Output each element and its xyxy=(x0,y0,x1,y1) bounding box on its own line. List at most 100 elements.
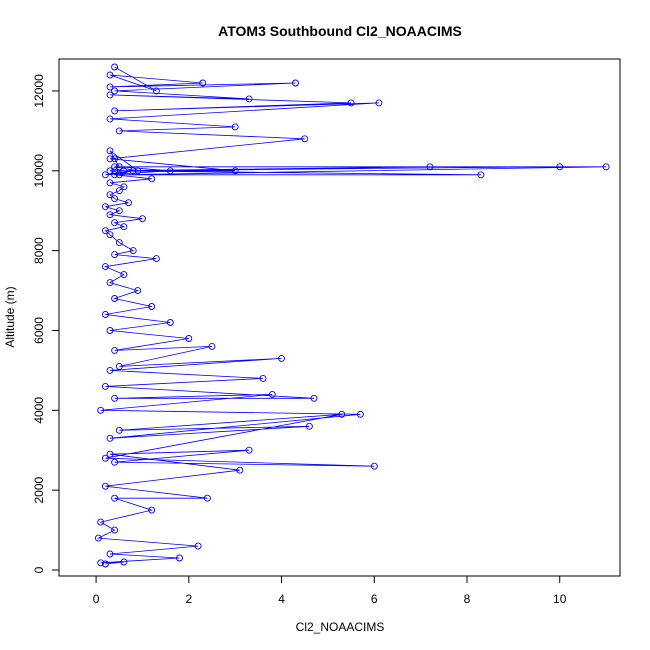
data-point xyxy=(111,394,119,402)
data-point xyxy=(120,558,128,566)
x-tick-label: 10 xyxy=(553,592,567,606)
data-point xyxy=(106,83,114,91)
data-point xyxy=(111,171,119,179)
y-tick-label: 0 xyxy=(32,566,46,573)
data-point xyxy=(148,506,156,514)
data-point xyxy=(120,167,128,175)
data-point xyxy=(106,91,114,99)
y-axis-label: Altitude (m) xyxy=(3,286,17,347)
data-point xyxy=(101,454,109,462)
data-point xyxy=(97,559,105,567)
data-point xyxy=(111,155,119,163)
data-point xyxy=(245,446,253,454)
data-point xyxy=(375,99,383,107)
data-point xyxy=(106,71,114,79)
data-point xyxy=(292,79,299,87)
data-point xyxy=(106,167,114,175)
data-point xyxy=(236,466,244,474)
data-point xyxy=(111,346,119,354)
data-point xyxy=(115,362,123,370)
data-point xyxy=(101,263,109,271)
data-point xyxy=(101,482,109,490)
y-tick-label: 8000 xyxy=(32,237,46,264)
data-point xyxy=(120,271,128,279)
data-point xyxy=(106,155,114,163)
data-point xyxy=(338,410,346,418)
data-point xyxy=(106,450,114,458)
data-point xyxy=(231,123,239,131)
data-point xyxy=(120,223,128,231)
data-point xyxy=(101,382,109,390)
data-point xyxy=(111,107,119,115)
data-point xyxy=(97,406,105,414)
data-point xyxy=(148,175,156,183)
data-point xyxy=(115,426,123,434)
data-point xyxy=(106,327,114,334)
x-axis-label: Cl2_NOAACIMS xyxy=(296,620,385,634)
data-point xyxy=(101,560,109,568)
data-point xyxy=(115,127,123,135)
data-point xyxy=(106,211,114,219)
data-point xyxy=(370,462,378,470)
data-point xyxy=(477,171,485,179)
x-tick-label: 6 xyxy=(371,592,378,606)
data-point xyxy=(101,203,109,211)
data-point xyxy=(148,303,156,310)
data-point xyxy=(194,542,202,550)
data-point xyxy=(106,179,114,187)
data-point xyxy=(97,518,105,526)
x-tick-label: 8 xyxy=(464,592,471,606)
data-point xyxy=(301,135,309,143)
data-point xyxy=(111,295,119,302)
x-axis: 0 2 4 6 8 10 xyxy=(93,575,567,606)
data-point xyxy=(115,239,123,247)
data-point xyxy=(106,550,114,558)
data-point xyxy=(278,354,285,362)
data-point xyxy=(106,279,114,287)
data-point xyxy=(106,366,114,374)
data-point xyxy=(129,167,137,175)
data-point xyxy=(111,63,119,71)
data-point xyxy=(134,287,142,295)
data-point xyxy=(268,390,276,398)
data-point xyxy=(305,422,313,430)
y-tick-label: 4000 xyxy=(32,397,46,424)
data-point xyxy=(556,163,564,171)
data-point xyxy=(185,335,193,342)
data-point xyxy=(106,147,114,155)
data-point xyxy=(166,319,174,326)
data-point xyxy=(199,79,207,87)
data-point xyxy=(310,394,318,402)
data-point xyxy=(111,526,119,534)
x-tick-label: 4 xyxy=(278,592,285,606)
data-point xyxy=(115,207,123,215)
data-point xyxy=(120,183,128,191)
data-point xyxy=(111,494,119,502)
y-tick-label: 6000 xyxy=(32,317,46,344)
y-tick-label: 2000 xyxy=(32,476,46,503)
data-point xyxy=(106,434,114,442)
data-point xyxy=(106,191,114,199)
data-point xyxy=(115,187,123,195)
data-point xyxy=(231,167,239,175)
y-axis: 0 2000 4000 6000 8000 10000 12000 xyxy=(32,74,60,573)
data-point xyxy=(115,171,123,179)
data-point xyxy=(106,115,114,123)
data-point xyxy=(176,554,183,562)
series-line xyxy=(96,66,607,565)
data-point xyxy=(347,99,355,107)
data-point xyxy=(356,410,364,418)
data-point xyxy=(134,167,142,175)
data-point xyxy=(106,231,114,239)
data-point xyxy=(111,458,119,466)
data-point xyxy=(111,251,119,259)
chart-title: ATOM3 Southbound Cl2_NOAACIMS xyxy=(218,23,462,39)
data-point xyxy=(101,171,109,179)
data-point xyxy=(152,255,160,263)
data-point xyxy=(129,247,137,255)
data-point xyxy=(115,163,123,171)
data-point xyxy=(166,167,174,175)
data-point xyxy=(94,534,102,542)
y-tick-label: 12000 xyxy=(32,74,46,108)
